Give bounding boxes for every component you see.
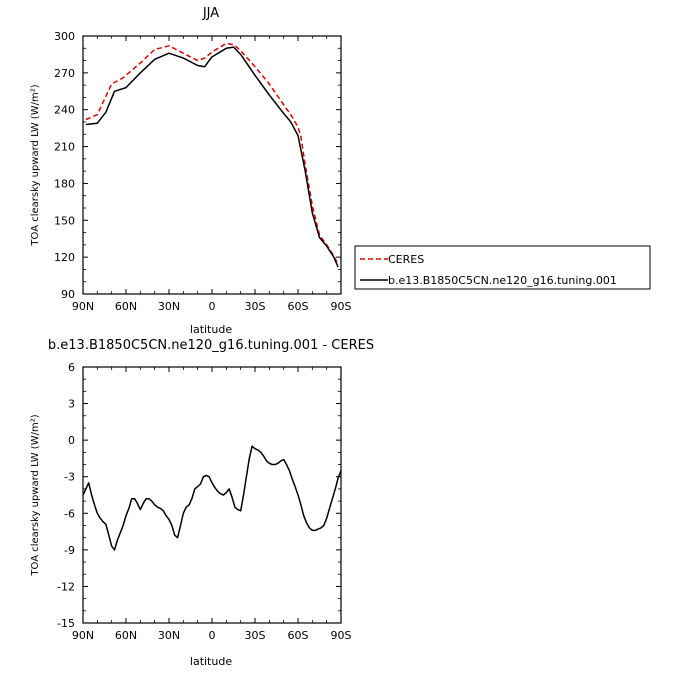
y-tick-label: -9 — [64, 544, 75, 557]
y-tick-label: 0 — [68, 434, 75, 447]
bottom-x-axis-label: latitude — [190, 655, 232, 668]
x-tick-label: 0 — [209, 300, 216, 313]
legend-box — [354, 245, 651, 290]
bottom-y-axis-label: TOA clearsky upward LW (W/m²) — [30, 414, 41, 576]
legend-label-model: b.e13.B1850C5CN.ne120_g16.tuning.001 — [388, 274, 617, 287]
y-tick-label: -3 — [64, 471, 75, 484]
series-line-0-1 — [85, 46, 339, 268]
y-tick-label: 210 — [54, 141, 75, 154]
y-tick-label: 150 — [54, 214, 75, 227]
bottom-panel: b.e13.B1850C5CN.ne120_g16.tuning.001 - C… — [30, 338, 374, 668]
top-y-axis-label: TOA clearsky upward LW (W/m²) — [30, 84, 41, 246]
y-tick-label: 240 — [54, 104, 75, 117]
y-tick-label: 300 — [54, 30, 75, 43]
x-tick-label: 90S — [331, 300, 352, 313]
x-tick-label: 90N — [72, 300, 94, 313]
x-tick-label: 60S — [288, 629, 309, 642]
x-tick-label: 30S — [245, 300, 266, 313]
x-tick-label: 30S — [245, 629, 266, 642]
bottom-plot-frame — [82, 366, 342, 624]
y-tick-label: -12 — [57, 580, 75, 593]
top-chart-title: JJA — [202, 6, 219, 21]
x-tick-label: 60N — [115, 629, 137, 642]
x-tick-label: 0 — [209, 629, 216, 642]
legend-label-ceres: CERES — [388, 253, 424, 266]
bottom-chart-title: b.e13.B1850C5CN.ne120_g16.tuning.001 - C… — [48, 338, 374, 353]
top-x-axis-label: latitude — [190, 323, 232, 336]
x-tick-label: 30N — [158, 629, 180, 642]
x-tick-label: 30N — [158, 300, 180, 313]
y-tick-label: 270 — [54, 67, 75, 80]
series-line-1-0 — [82, 445, 342, 551]
x-tick-label: 60S — [288, 300, 309, 313]
x-tick-label: 90S — [331, 629, 352, 642]
y-tick-label: 180 — [54, 177, 75, 190]
y-tick-label: -6 — [64, 507, 75, 520]
series-line-0-0 — [85, 42, 339, 265]
top-panel: JJA 90N 60N 30N 0 30S 60S 90S 90 120 150 180 210 240… — [30, 6, 651, 336]
y-tick-label: -15 — [57, 617, 75, 630]
y-tick-label: 90 — [61, 288, 75, 301]
legend: CERES b.e13.B1850C5CN.ne120_g16.tuning.0… — [354, 245, 651, 290]
x-tick-label: 90N — [72, 629, 94, 642]
y-tick-label: 6 — [68, 361, 75, 374]
x-tick-label: 60N — [115, 300, 137, 313]
top-plot-frame — [82, 35, 342, 295]
y-tick-label: 120 — [54, 251, 75, 264]
y-tick-label: 3 — [68, 398, 75, 411]
